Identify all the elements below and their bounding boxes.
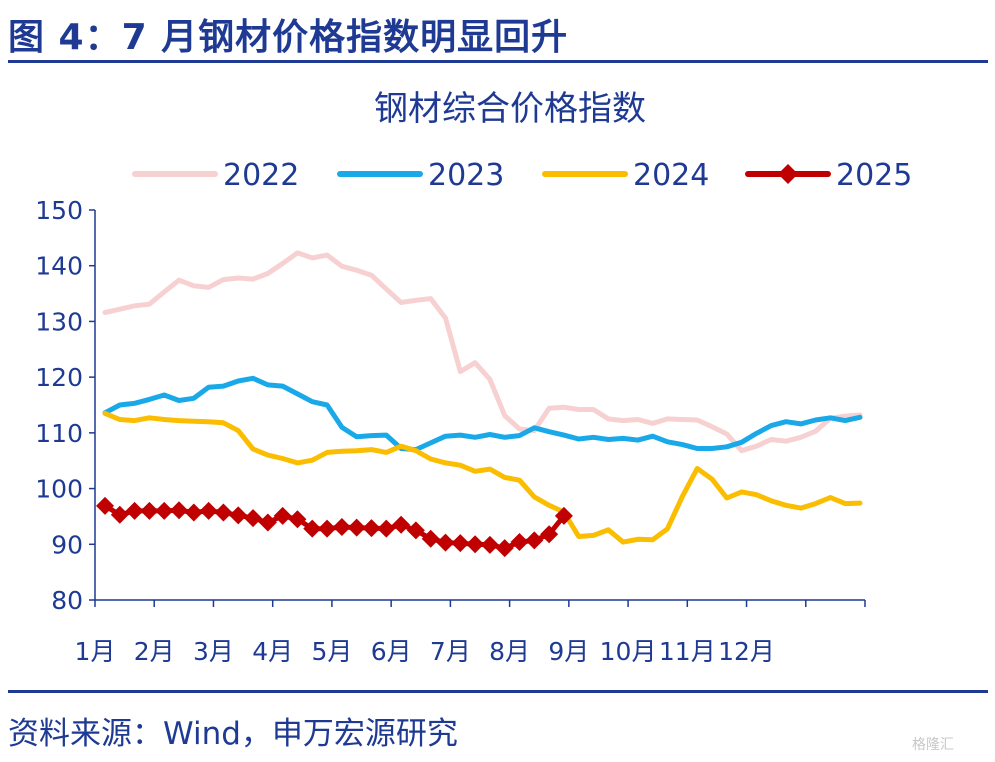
data-point-2025 <box>288 510 307 529</box>
data-point-2025 <box>421 529 440 548</box>
y-tick-label: 100 <box>35 475 83 504</box>
data-point-2025 <box>318 519 337 538</box>
data-point-2025 <box>436 533 455 552</box>
x-tick-label: 12月 <box>718 637 775 666</box>
data-point-2025 <box>377 519 396 538</box>
y-tick-label: 80 <box>51 586 83 615</box>
y-tick-label: 150 <box>35 196 83 225</box>
axes-layer: 80 90 100 110 120 130 140 150 1月 2月 3月 4月 5月 6月 7月 8月 9月… <box>35 196 866 666</box>
y-tick-label: 110 <box>35 419 83 448</box>
data-point-2025 <box>170 501 189 520</box>
data-point-2025 <box>392 515 411 534</box>
chart: 钢材综合价格指数 2022 2023 2024 2025 80 90 100 110 120 1… <box>35 89 912 666</box>
y-tick-label: 140 <box>35 252 83 281</box>
data-point-2025 <box>525 531 544 550</box>
data-point-2025 <box>406 521 425 540</box>
data-point-2025 <box>332 518 351 537</box>
data-point-2025 <box>125 501 144 520</box>
legend: 2022 2023 2024 2025 <box>132 158 912 193</box>
legend-marker-2025 <box>778 164 798 184</box>
x-tick-label: 7月 <box>430 637 471 666</box>
data-point-2025 <box>347 518 366 537</box>
data-point-2025 <box>229 506 248 525</box>
figure-title: 图 4：7 月钢材价格指数明显回升 <box>8 17 569 58</box>
x-tick-label: 1月 <box>75 637 116 666</box>
x-tick-label: 3月 <box>193 637 234 666</box>
data-point-2025 <box>540 525 559 544</box>
data-point-2025 <box>273 506 292 525</box>
x-tick-label: 9月 <box>548 637 589 666</box>
data-point-2025 <box>362 519 381 538</box>
data-point-2025 <box>214 503 233 522</box>
series-layer <box>96 250 863 558</box>
legend-label-2024: 2024 <box>633 158 709 193</box>
data-point-2025 <box>244 509 263 528</box>
data-point-2025 <box>258 513 277 532</box>
x-tick-label: 5月 <box>311 637 352 666</box>
data-point-2025 <box>140 501 159 520</box>
data-point-2025 <box>495 539 514 558</box>
y-tick-label: 90 <box>51 530 83 559</box>
x-tick-label: 10月 <box>600 637 657 666</box>
data-point-2025 <box>510 533 529 552</box>
series-line-2023 <box>102 375 863 453</box>
y-tick-label: 130 <box>35 307 83 336</box>
data-point-2025 <box>199 501 218 520</box>
data-point-2025 <box>110 505 129 524</box>
x-tick-label: 8月 <box>489 637 530 666</box>
y-tick-label: 120 <box>35 363 83 392</box>
data-point-2025 <box>303 519 322 538</box>
chart-title: 钢材综合价格指数 <box>374 89 646 129</box>
data-point-2025 <box>155 501 174 520</box>
legend-label-2023: 2023 <box>428 158 504 193</box>
legend-label-2025: 2025 <box>836 158 912 193</box>
data-point-2025 <box>184 503 203 522</box>
data-point-2025 <box>451 534 470 553</box>
bottom-rule <box>8 690 988 693</box>
data-point-2025 <box>466 535 485 554</box>
legend-label-2022: 2022 <box>223 158 299 193</box>
source-note: 资料来源：Wind，申万宏源研究 <box>8 716 458 752</box>
x-tick-label: 4月 <box>252 637 293 666</box>
data-point-2025 <box>96 496 114 515</box>
top-rule <box>8 60 988 63</box>
x-tick-label: 6月 <box>371 637 412 666</box>
x-tick-label: 2月 <box>134 637 175 666</box>
series-line-2024 <box>102 410 863 545</box>
watermark-text: 格隆汇 <box>912 737 954 753</box>
data-point-2025 <box>554 506 573 525</box>
data-point-2025 <box>480 535 499 554</box>
x-tick-label: 11月 <box>659 637 716 666</box>
